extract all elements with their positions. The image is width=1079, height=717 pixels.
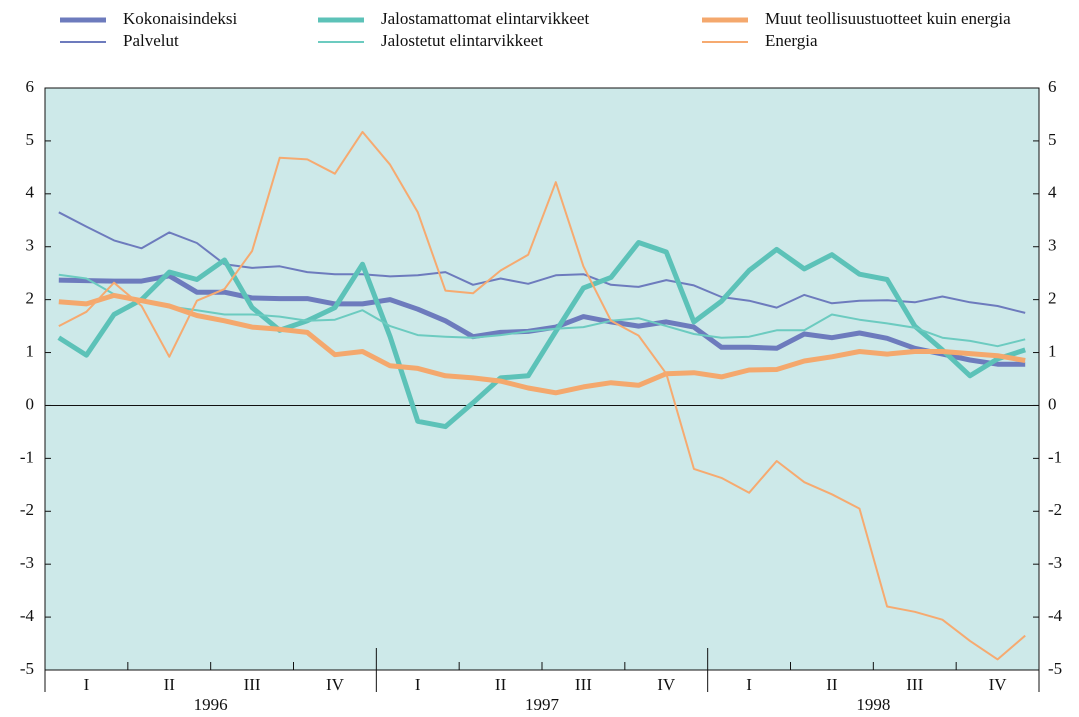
- legend-label: Jalostetut elintarvikkeet: [381, 31, 543, 50]
- y2-tick-label: -4: [1048, 606, 1063, 625]
- year-label: 1997: [525, 695, 560, 714]
- quarter-label: I: [746, 675, 752, 694]
- plot-frame: [44, 87, 1040, 671]
- quarter-label: II: [164, 675, 176, 694]
- y2-tick-label: 6: [1048, 77, 1057, 96]
- year-label: 1996: [194, 695, 228, 714]
- y-tick-label: 4: [26, 183, 35, 202]
- y-tick-label: 1: [26, 341, 35, 360]
- y-tick-label: -3: [20, 553, 34, 572]
- y2-tick-label: 1: [1048, 341, 1057, 360]
- y-tick-label: 6: [26, 77, 35, 96]
- year-label: 1998: [856, 695, 890, 714]
- y-tick-label: -5: [20, 659, 34, 678]
- quarter-label: IV: [326, 675, 345, 694]
- quarter-label: III: [244, 675, 261, 694]
- legend-label: Palvelut: [123, 31, 179, 50]
- quarter-label: III: [906, 675, 923, 694]
- y2-tick-label: -3: [1048, 553, 1062, 572]
- y-tick-label: 5: [26, 130, 35, 149]
- y-tick-label: 0: [26, 394, 35, 413]
- y-tick-label: -2: [20, 500, 34, 519]
- plot-background: [45, 88, 1039, 670]
- legend-label: Muut teollisuustuotteet kuin energia: [765, 9, 1011, 28]
- y2-tick-label: 5: [1048, 130, 1057, 149]
- quarter-label: II: [495, 675, 507, 694]
- legend-label: Kokonaisindeksi: [123, 9, 238, 28]
- quarter-label: II: [826, 675, 838, 694]
- series-line: [58, 292, 1026, 396]
- y2-tick-label: 3: [1048, 236, 1057, 255]
- y2-tick-label: -1: [1048, 447, 1062, 466]
- y2-tick-label: -5: [1048, 659, 1062, 678]
- series-line: [58, 273, 1026, 348]
- quarter-label: IV: [989, 675, 1008, 694]
- y2-tick-label: 4: [1048, 183, 1057, 202]
- y-tick-label: 3: [26, 236, 35, 255]
- quarter-label: IV: [657, 675, 676, 694]
- y2-tick-label: 0: [1048, 394, 1057, 413]
- y-tick-label: 2: [26, 289, 35, 308]
- y2-tick-label: -2: [1048, 500, 1062, 519]
- legend-label: Energia: [765, 31, 818, 50]
- y-tick-label: -1: [20, 447, 34, 466]
- quarter-label: I: [415, 675, 421, 694]
- legend-label: Jalostamattomat elintarvikkeet: [381, 9, 589, 28]
- y-tick-label: -4: [20, 606, 35, 625]
- quarter-label: III: [575, 675, 592, 694]
- series-line: [58, 130, 1026, 661]
- y2-tick-label: 2: [1048, 289, 1057, 308]
- series-line: [57, 240, 1026, 430]
- quarter-label: I: [84, 675, 90, 694]
